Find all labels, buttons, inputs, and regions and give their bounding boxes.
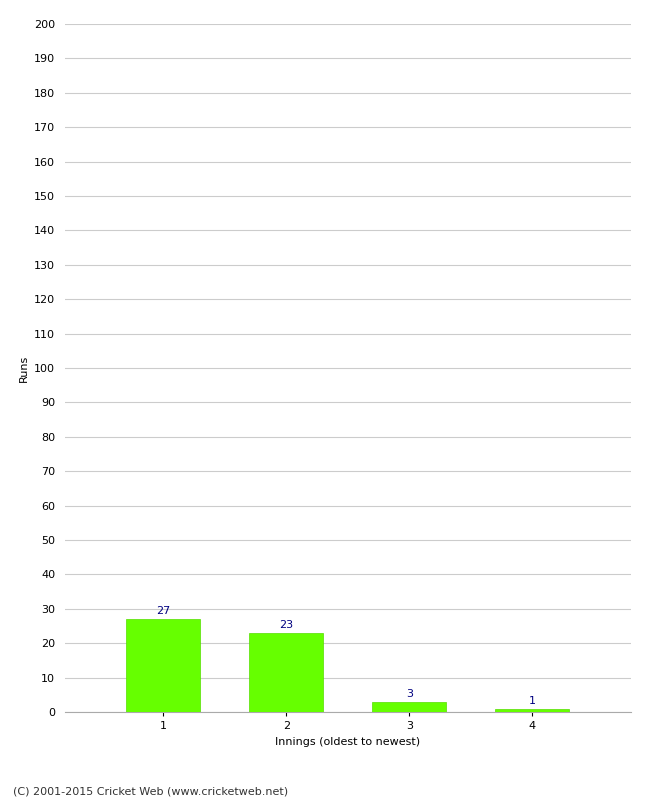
Text: 1: 1 bbox=[528, 696, 536, 706]
Bar bbox=[372, 702, 446, 712]
Bar bbox=[250, 633, 323, 712]
Y-axis label: Runs: Runs bbox=[19, 354, 29, 382]
Bar bbox=[127, 619, 200, 712]
Text: 27: 27 bbox=[156, 606, 170, 616]
Text: 3: 3 bbox=[406, 689, 413, 699]
Text: (C) 2001-2015 Cricket Web (www.cricketweb.net): (C) 2001-2015 Cricket Web (www.cricketwe… bbox=[13, 786, 288, 796]
Text: 23: 23 bbox=[280, 620, 293, 630]
Bar bbox=[495, 709, 569, 712]
X-axis label: Innings (oldest to newest): Innings (oldest to newest) bbox=[275, 737, 421, 746]
